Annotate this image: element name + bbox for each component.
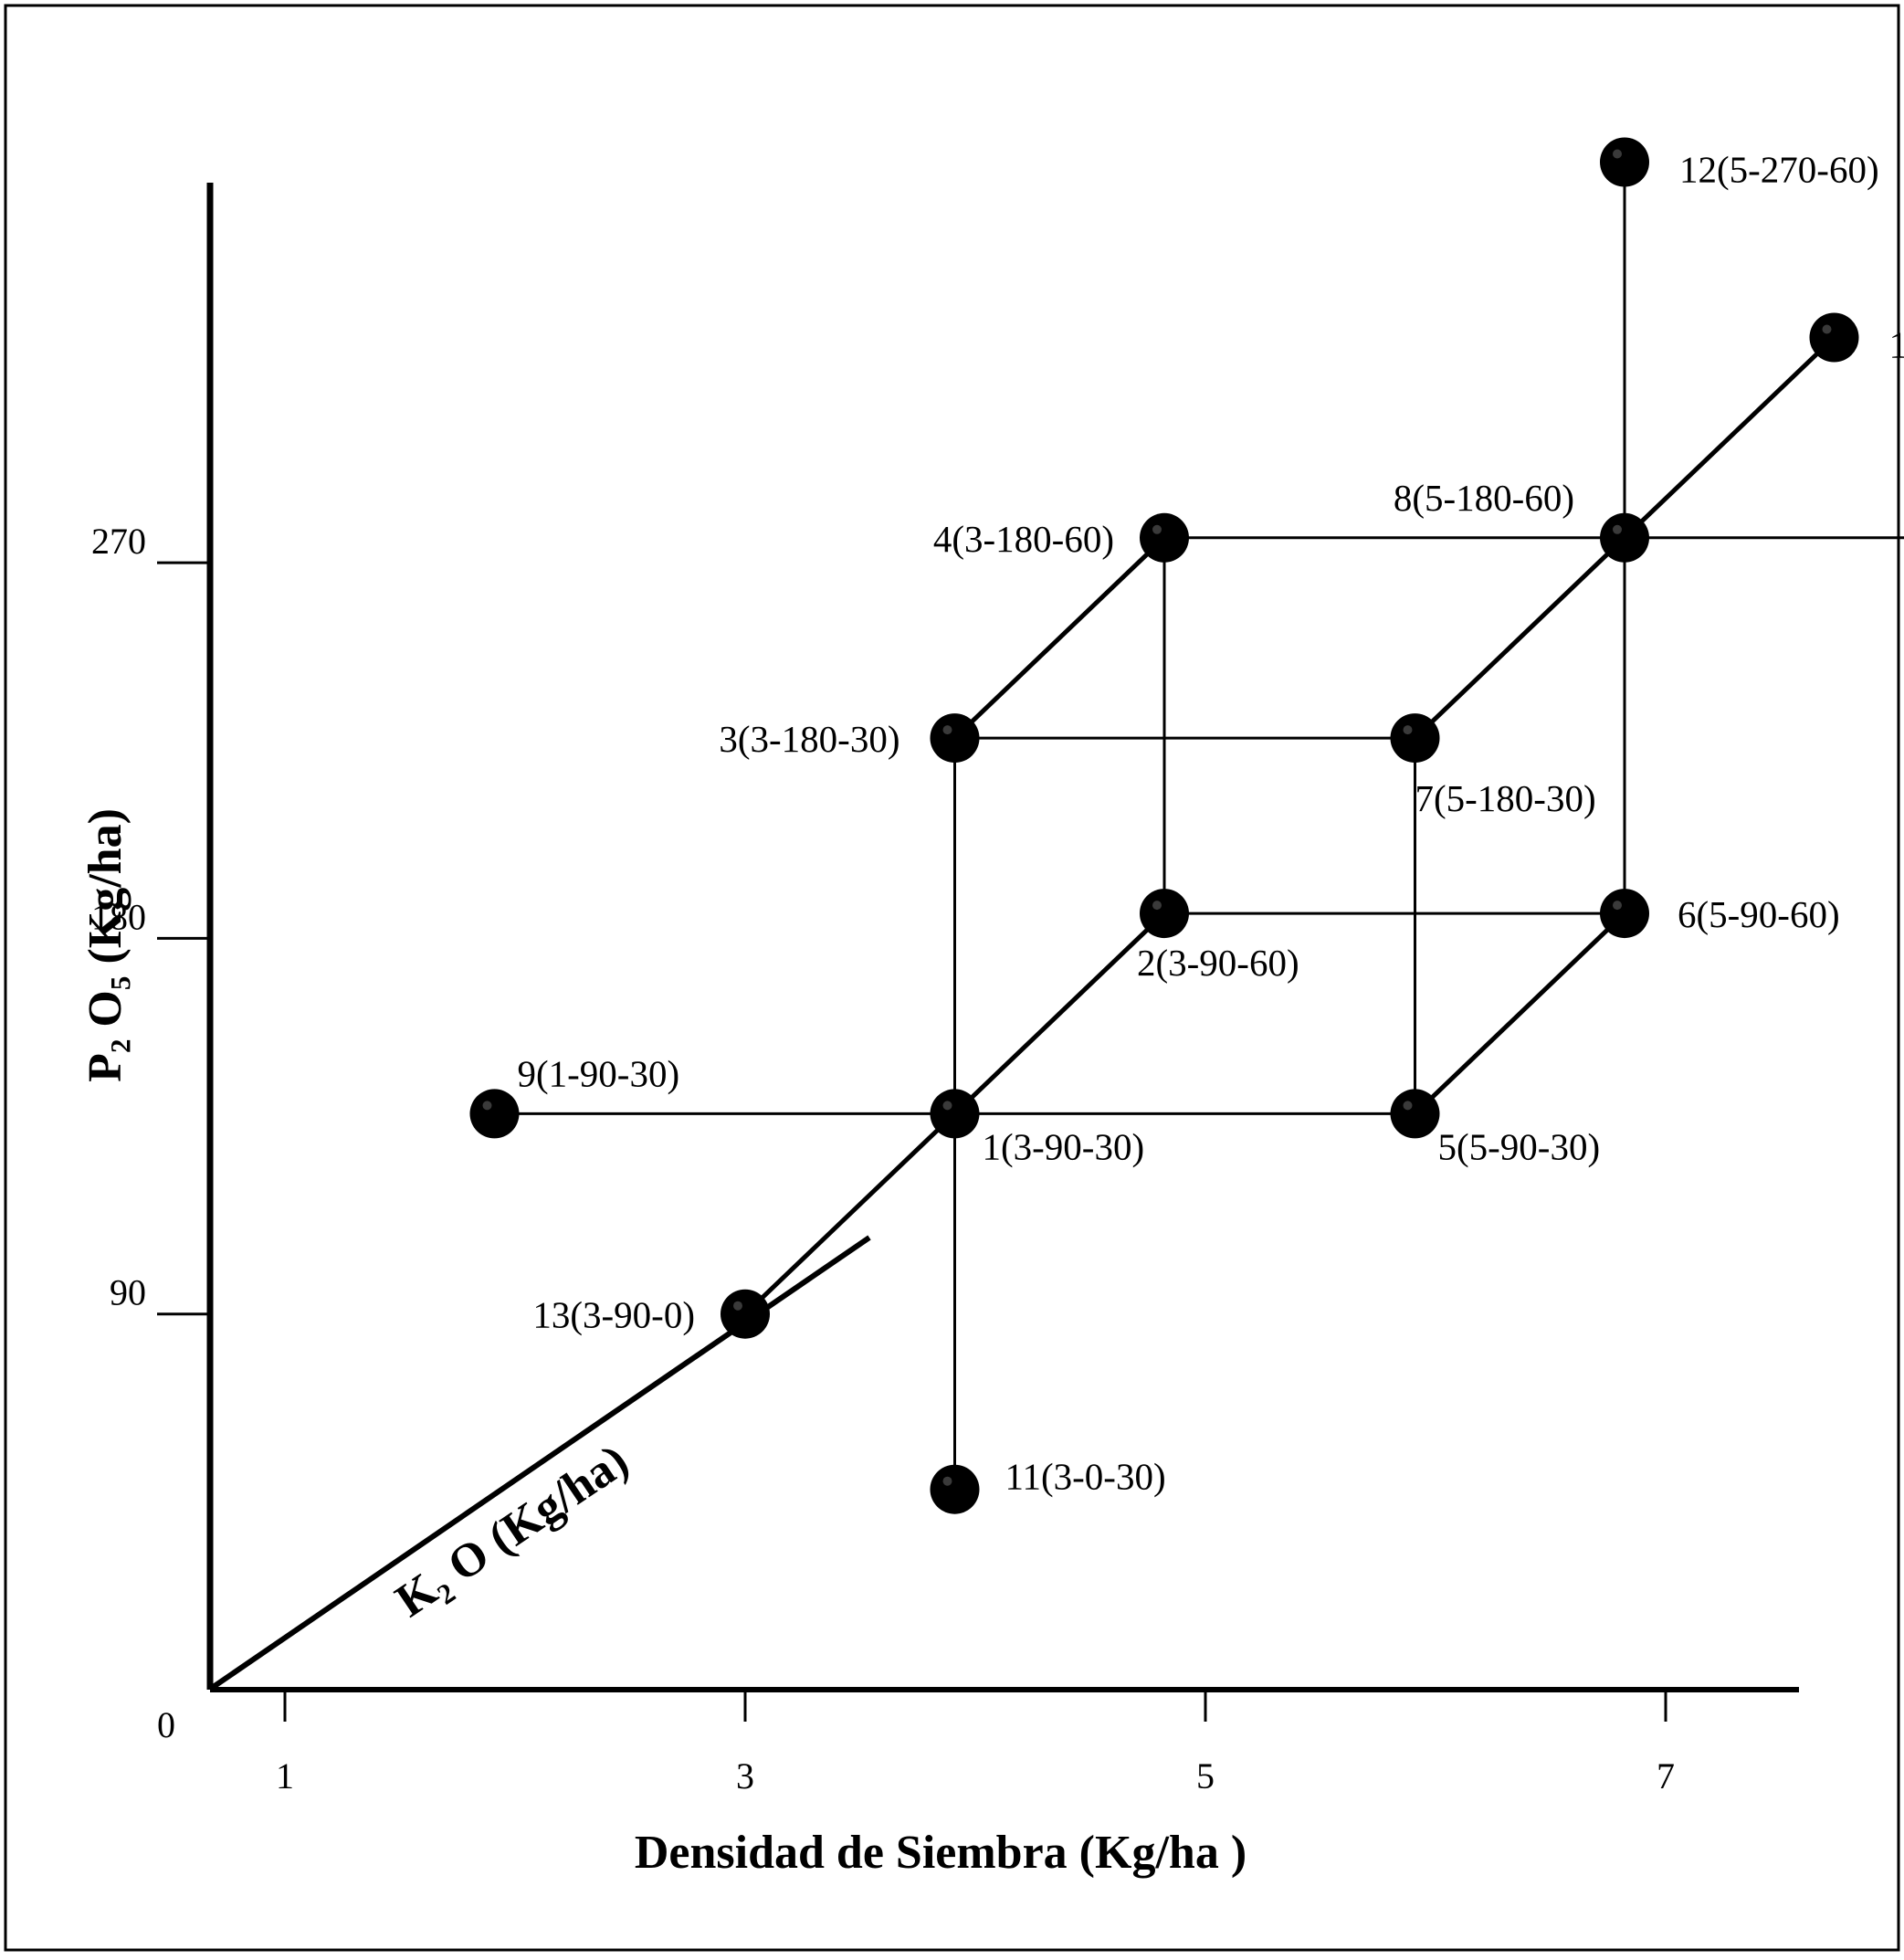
x-axis-title: Densidad de Siembra (Kg/ha ) <box>635 1827 1247 1879</box>
data-point-highlight <box>1823 325 1832 334</box>
point-label-7: 7(5-180-30) <box>1415 777 1596 819</box>
y-tick-label: 270 <box>91 521 146 562</box>
point-label-1: 1(3-90-30) <box>983 1125 1145 1167</box>
point-label-11: 11(3-0-30) <box>1005 1456 1166 1498</box>
data-point-highlight <box>1404 725 1413 734</box>
point-label-6: 6(5-90-60) <box>1678 893 1840 935</box>
data-point-13 <box>721 1290 770 1339</box>
x-tick-label: 1 <box>276 1755 294 1797</box>
data-point-2 <box>1140 889 1189 938</box>
data-point-highlight <box>1613 901 1622 910</box>
x-tick-label: 5 <box>1196 1755 1215 1797</box>
data-point-highlight <box>483 1101 492 1110</box>
data-point-highlight <box>1152 525 1162 534</box>
data-point-highlight <box>1613 150 1622 159</box>
data-point-11 <box>931 1465 980 1514</box>
x-tick-label: 3 <box>736 1755 754 1797</box>
data-point-highlight <box>733 1301 742 1311</box>
data-point-7 <box>1391 713 1440 763</box>
point-label-14: 14(5-180-90) <box>1889 324 1904 366</box>
data-point-4 <box>1140 513 1189 563</box>
data-point-highlight <box>1404 1101 1413 1110</box>
x-tick-label: 7 <box>1657 1755 1675 1797</box>
data-point-highlight <box>1152 901 1162 910</box>
data-point-9 <box>470 1089 520 1138</box>
data-point-8 <box>1600 513 1649 563</box>
point-label-12: 12(5-270-60) <box>1679 149 1879 191</box>
origin-label: 0 <box>157 1704 175 1745</box>
data-point-14 <box>1810 313 1859 363</box>
data-point-highlight <box>943 1477 952 1486</box>
data-point-6 <box>1600 889 1649 938</box>
y-tick-label: 90 <box>110 1272 146 1313</box>
figure-border <box>5 5 1899 1950</box>
point-label-5: 5(5-90-30) <box>1438 1125 1601 1167</box>
data-point-highlight <box>943 725 952 734</box>
point-label-4: 4(3-180-60) <box>933 518 1114 560</box>
data-point-12 <box>1600 138 1649 187</box>
point-label-9: 9(1-90-30) <box>518 1052 680 1094</box>
data-point-3 <box>931 713 980 763</box>
data-point-1 <box>931 1089 980 1138</box>
point-label-3: 3(3-180-30) <box>719 718 899 760</box>
point-label-13: 13(3-90-0) <box>532 1294 695 1336</box>
data-point-highlight <box>943 1101 952 1110</box>
data-point-5 <box>1391 1089 1440 1138</box>
point-label-2: 2(3-90-60) <box>1137 942 1299 984</box>
point-label-8: 8(5-180-60) <box>1394 477 1574 519</box>
y-axis-title: P₂ O₅ (Kg/ha) <box>79 808 131 1082</box>
data-point-highlight <box>1613 525 1622 534</box>
